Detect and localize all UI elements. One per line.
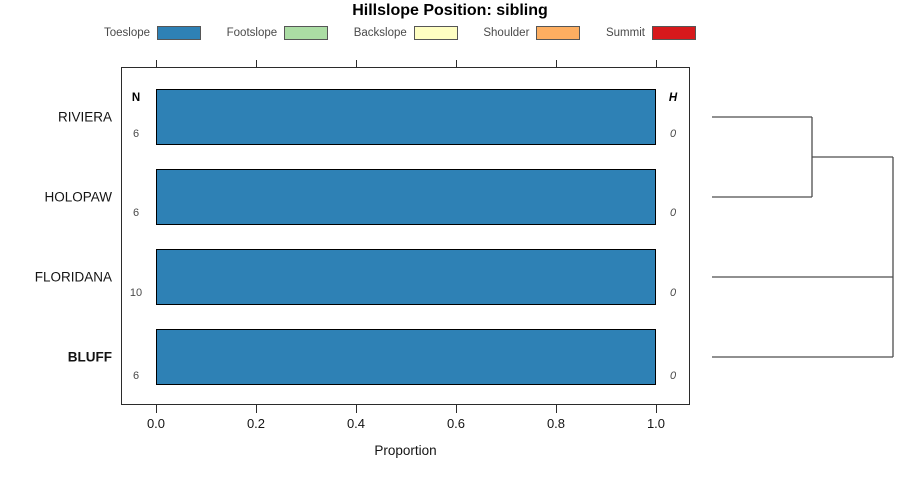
bar-holopaw-toeslope bbox=[156, 169, 656, 225]
x-tick-bottom bbox=[355, 405, 357, 413]
x-axis-label: Proportion bbox=[374, 443, 437, 458]
legend-swatch-toeslope bbox=[157, 26, 202, 40]
series-label-holopaw: HOLOPAW bbox=[44, 189, 112, 205]
legend-label-toeslope: Toeslope bbox=[104, 27, 151, 39]
series-label-riviera: RIVIERA bbox=[57, 109, 112, 125]
legend-swatch-backslope bbox=[413, 26, 458, 40]
x-tick-label: 0.2 bbox=[246, 416, 266, 431]
legend-item-toeslope: Toeslope bbox=[104, 26, 202, 40]
legend-label-backslope: Backslope bbox=[353, 27, 407, 39]
legend-item-footslope: Footslope bbox=[227, 26, 329, 40]
legend-swatch-footslope bbox=[284, 26, 329, 40]
n-value-floridana: 10 bbox=[129, 287, 143, 299]
legend-label-footslope: Footslope bbox=[226, 27, 278, 39]
legend-swatch-summit bbox=[651, 26, 696, 40]
x-tick-label: 0.0 bbox=[146, 416, 166, 431]
x-tick-top bbox=[355, 60, 357, 67]
legend-item-backslope: Backslope bbox=[354, 26, 458, 40]
x-tick-top bbox=[255, 60, 257, 67]
x-tick-top bbox=[455, 60, 457, 67]
chart-title: Hillslope Position: sibling bbox=[352, 2, 548, 19]
x-tick-label: 0.6 bbox=[446, 416, 466, 431]
x-tick-top bbox=[155, 60, 157, 67]
x-tick-bottom bbox=[455, 405, 457, 413]
legend-swatch-shoulder bbox=[536, 26, 581, 40]
x-tick-label: 0.4 bbox=[346, 416, 366, 431]
dendrogram bbox=[712, 116, 894, 358]
n-value-riviera: 6 bbox=[132, 128, 140, 140]
bar-floridana-toeslope bbox=[156, 249, 656, 305]
series-label-bluff: BLUFF bbox=[67, 349, 112, 365]
bar-riviera-toeslope bbox=[156, 89, 656, 145]
x-tick-bottom bbox=[155, 405, 157, 413]
legend-label-summit: Summit bbox=[605, 27, 645, 39]
h-value-holopaw: 0 bbox=[669, 207, 677, 219]
series-label-floridana: FLORIDANA bbox=[34, 269, 112, 285]
h-value-bluff: 0 bbox=[669, 370, 677, 382]
x-tick-top bbox=[555, 60, 557, 67]
x-tick-bottom bbox=[255, 405, 257, 413]
h-value-riviera: 0 bbox=[669, 128, 677, 140]
n-value-bluff: 6 bbox=[132, 370, 140, 382]
x-tick-bottom bbox=[555, 405, 557, 413]
n-column-header: N bbox=[131, 92, 141, 104]
n-value-holopaw: 6 bbox=[132, 207, 140, 219]
legend: Toeslope Footslope Backslope Shoulder Summit bbox=[104, 26, 696, 40]
x-tick-label: 0.8 bbox=[546, 416, 566, 431]
h-value-floridana: 0 bbox=[669, 287, 677, 299]
bar-bluff-toeslope bbox=[156, 329, 656, 385]
h-column-header: H bbox=[668, 92, 678, 104]
legend-label-shoulder: Shoulder bbox=[483, 27, 530, 39]
x-tick-label: 1.0 bbox=[646, 416, 666, 431]
legend-item-summit: Summit bbox=[606, 26, 696, 40]
legend-item-shoulder: Shoulder bbox=[483, 26, 581, 40]
x-tick-top bbox=[655, 60, 657, 67]
x-tick-bottom bbox=[655, 405, 657, 413]
